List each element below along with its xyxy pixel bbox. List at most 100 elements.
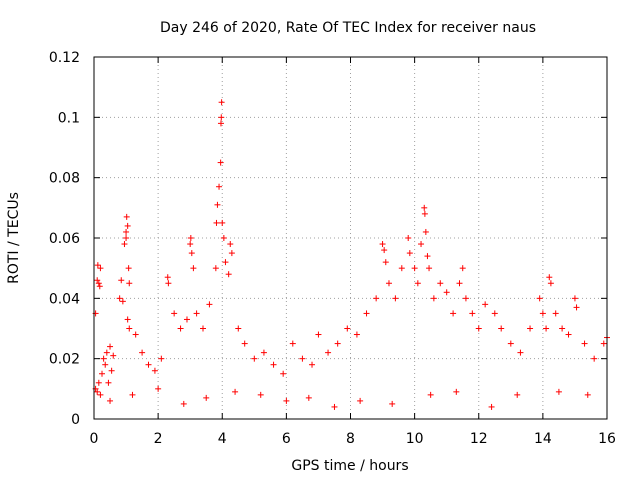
data-point [421, 204, 428, 211]
data-point [126, 280, 133, 287]
data-point [591, 355, 598, 362]
data-point [527, 325, 534, 332]
data-point [584, 391, 591, 398]
data-point [180, 400, 187, 407]
data-point [459, 265, 466, 272]
data-point [123, 235, 130, 241]
data-point [214, 201, 221, 208]
data-point [94, 388, 101, 395]
data-point [97, 265, 104, 272]
data-point [331, 403, 338, 410]
y-axis-label: ROTI / TECUs [6, 192, 22, 284]
data-point [260, 349, 267, 356]
data-point [469, 310, 476, 317]
data-point [97, 391, 104, 398]
data-point [193, 310, 200, 317]
data-point [227, 241, 234, 248]
data-point [424, 253, 431, 260]
data-point [116, 295, 123, 302]
x-tick-label: 4 [218, 431, 227, 447]
data-point [299, 355, 306, 362]
x-tick-label: 16 [598, 431, 616, 447]
data-point [225, 271, 232, 278]
data-point [241, 340, 248, 347]
data-point [381, 247, 388, 254]
data-point [385, 280, 392, 287]
data-point [100, 355, 107, 362]
data-point [514, 391, 521, 398]
data-point [315, 331, 322, 338]
data-point [125, 265, 132, 272]
data-point [218, 99, 225, 106]
data-point [283, 397, 290, 404]
data-point [325, 349, 332, 356]
data-point [437, 280, 444, 287]
data-point [507, 340, 514, 347]
data-point [559, 325, 566, 332]
data-point [183, 316, 190, 323]
data-point [220, 235, 227, 241]
data-point [309, 361, 316, 368]
data-point [94, 277, 101, 284]
data-point [344, 325, 351, 332]
data-point [139, 349, 146, 356]
data-point [105, 379, 112, 386]
data-point [95, 379, 102, 386]
data-point [94, 262, 101, 269]
data-point [406, 250, 413, 257]
y-tick-label: 0.1 [58, 110, 80, 126]
data-point [600, 340, 607, 347]
data-point [418, 241, 425, 248]
data-point [96, 283, 103, 290]
data-point [491, 310, 498, 317]
data-point [353, 331, 360, 338]
data-point [99, 370, 106, 377]
data-point [427, 391, 434, 398]
data-point [280, 370, 287, 377]
data-point [389, 400, 396, 407]
data-point [188, 250, 195, 257]
data-point [573, 304, 580, 311]
data-point [222, 259, 229, 266]
y-tick-label: 0.06 [49, 231, 80, 247]
chart-title: Day 246 of 2020, Rate Of TEC Index for r… [160, 20, 536, 36]
grid-lines [94, 57, 607, 419]
data-point [219, 219, 226, 226]
data-point [552, 310, 559, 317]
data-point [121, 241, 128, 248]
data-point [289, 340, 296, 347]
data-point [421, 210, 428, 217]
data-point [203, 394, 210, 401]
data-point [414, 280, 421, 287]
data-point [155, 385, 162, 392]
data-point [357, 397, 364, 404]
data-point [118, 277, 125, 284]
x-tick-label: 8 [346, 431, 355, 447]
data-point [213, 219, 220, 226]
data-point [102, 361, 109, 368]
data-point [158, 355, 165, 362]
data-point [488, 403, 495, 410]
data-point [450, 310, 457, 317]
data-point [200, 325, 207, 332]
data-point [539, 310, 546, 317]
x-axis-label: GPS time / hours [291, 458, 408, 474]
data-point [123, 213, 130, 220]
data-point [398, 265, 405, 272]
data-point [270, 361, 277, 368]
data-point [119, 298, 126, 305]
data-point [547, 280, 554, 287]
data-point [555, 388, 562, 395]
data-point [123, 228, 130, 235]
data-point [426, 265, 433, 272]
data-point [228, 250, 235, 257]
data-point [110, 352, 117, 359]
data-point [392, 295, 399, 302]
data-point [382, 259, 389, 266]
data-point [95, 280, 102, 287]
data-points [92, 99, 610, 410]
data-point [257, 391, 264, 398]
data-point [132, 331, 139, 338]
data-point [212, 265, 219, 272]
